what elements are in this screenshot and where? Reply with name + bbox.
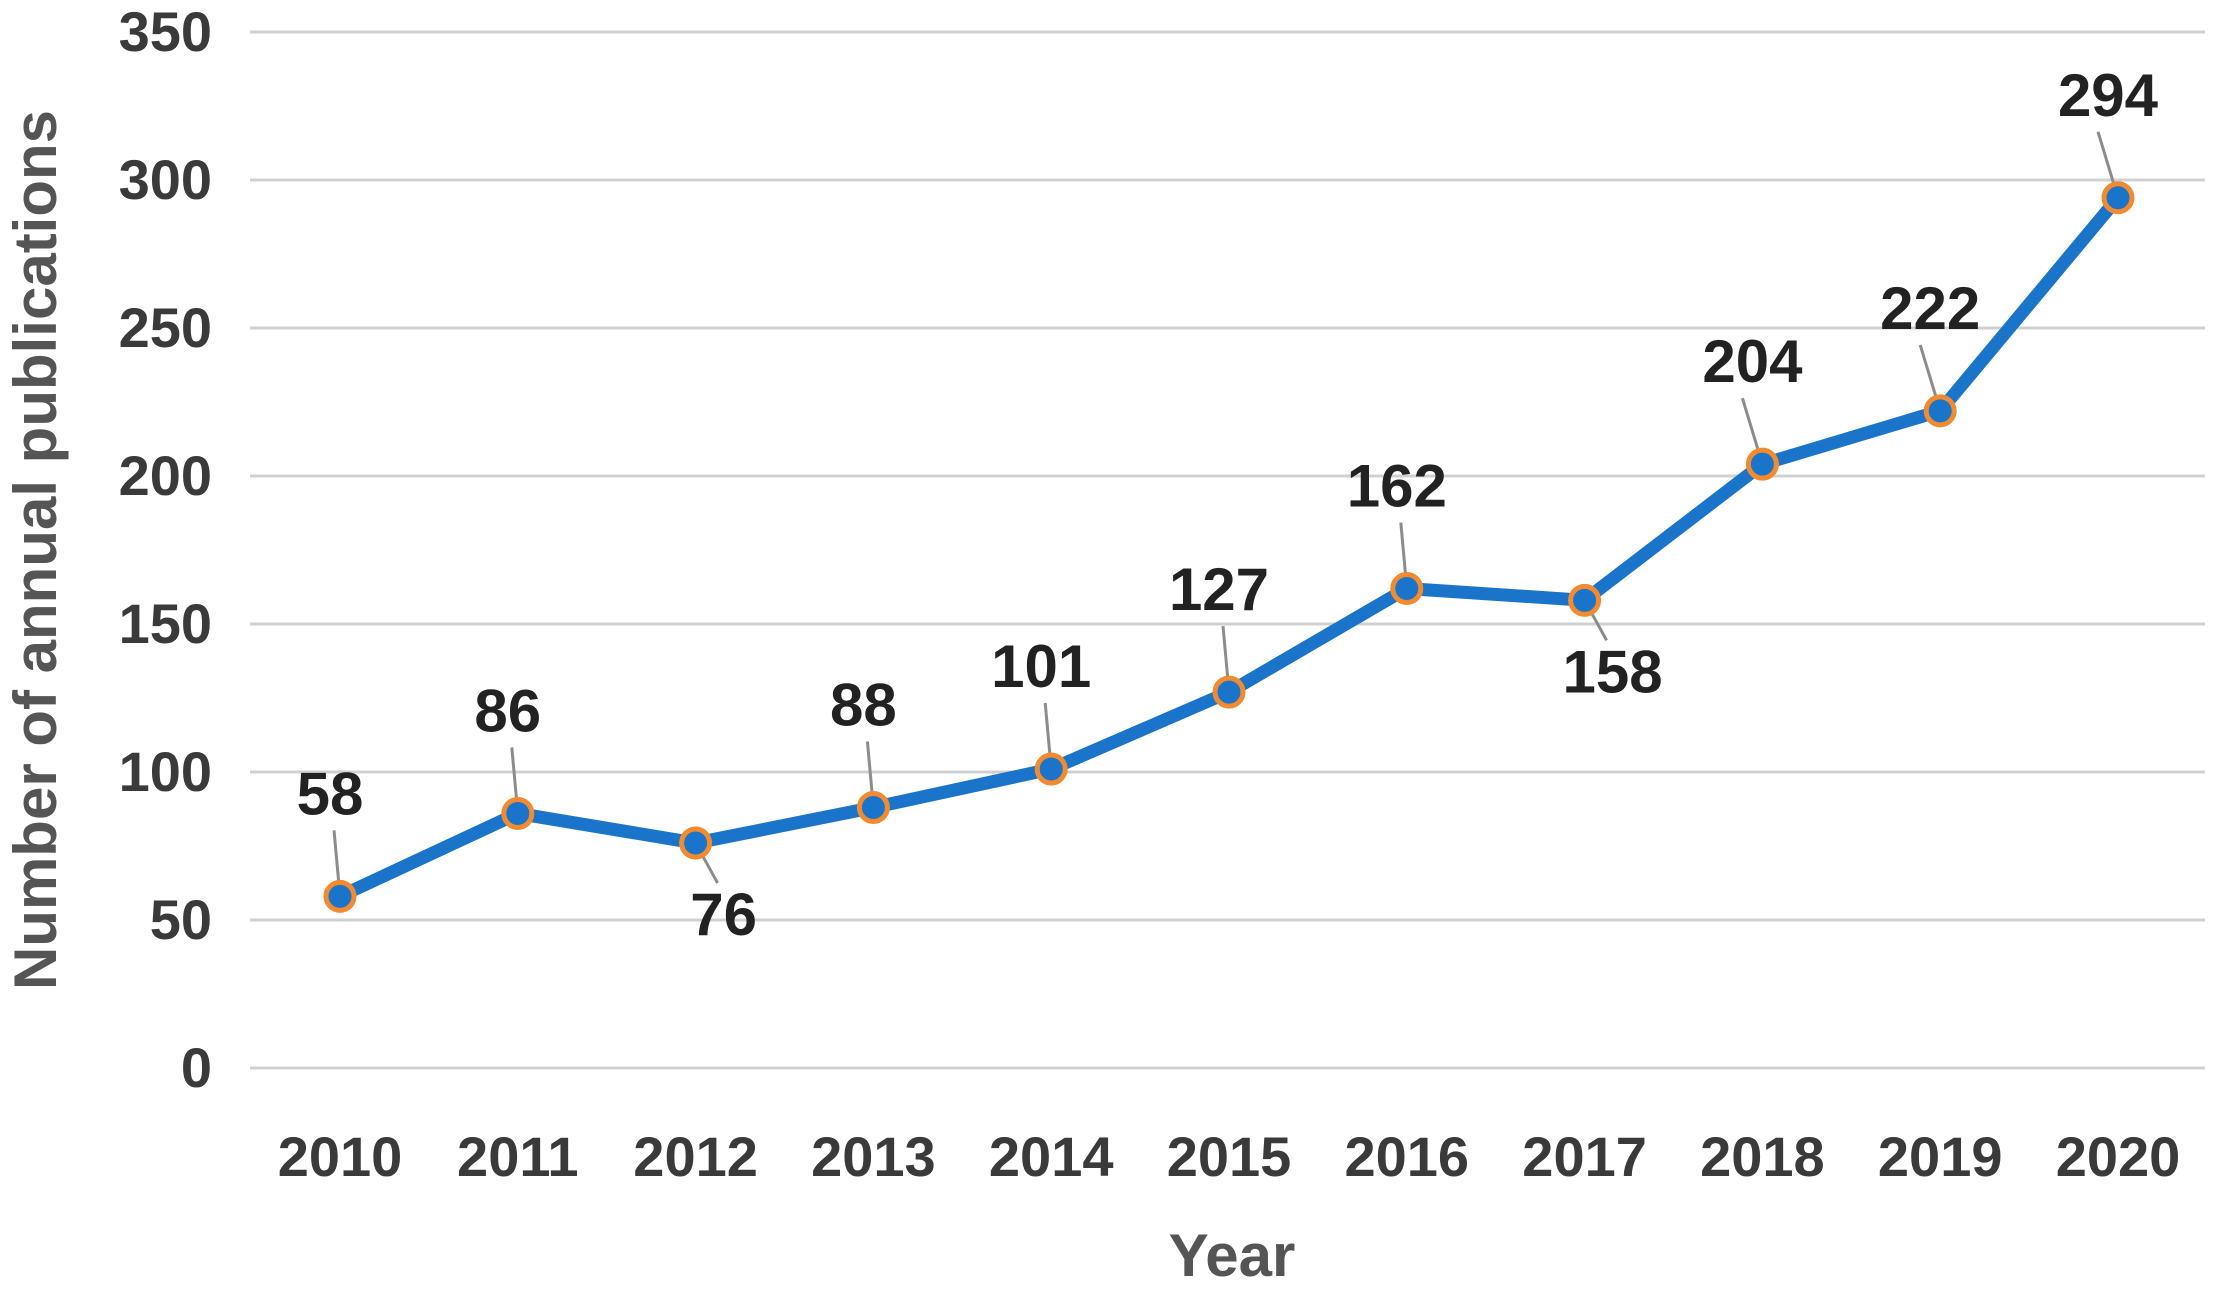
- x-tick-label: 2012: [633, 1125, 758, 1188]
- data-label: 294: [2058, 62, 2159, 129]
- y-tick-label: 100: [119, 740, 212, 803]
- x-tick-label: 2020: [2056, 1125, 2181, 1188]
- data-point: [1034, 752, 1068, 786]
- data-label: 162: [1347, 452, 1447, 519]
- data-label: 204: [1702, 328, 1803, 395]
- data-point: [1923, 394, 1957, 428]
- data-markers: [323, 181, 2135, 913]
- y-tick-labels: 0 50 100 150 200 250 300 350: [119, 0, 212, 1099]
- data-point: [679, 826, 713, 860]
- data-label: 76: [690, 881, 757, 948]
- data-label: 58: [297, 760, 364, 827]
- y-axis-title: Number of annual publications: [2, 110, 69, 990]
- y-tick-label: 200: [119, 444, 212, 507]
- data-point: [856, 791, 890, 825]
- data-point: [1568, 583, 1602, 617]
- y-tick-label: 0: [181, 1036, 212, 1099]
- y-tick-label: 150: [119, 592, 212, 655]
- y-tick-label: 250: [119, 296, 212, 359]
- x-tick-label: 2014: [989, 1125, 1114, 1188]
- data-point: [2101, 181, 2135, 215]
- series-line: [333, 191, 2125, 903]
- data-label: 158: [1563, 638, 1663, 705]
- data-label: 88: [830, 672, 897, 739]
- x-tick-label: 2017: [1522, 1125, 1647, 1188]
- x-tick-label: 2015: [1167, 1125, 1292, 1188]
- x-tick-label: 2018: [1700, 1125, 1825, 1188]
- x-tick-labels: 2010 2011 2012 2013 2014 2015 2016 2017 2018 2019…: [278, 1125, 2181, 1188]
- y-tick-label: 50: [150, 888, 212, 951]
- data-point: [1745, 447, 1779, 481]
- data-label: 101: [991, 633, 1091, 700]
- x-tick-label: 2013: [811, 1125, 936, 1188]
- data-point: [323, 879, 357, 913]
- x-tick-label: 2011: [457, 1125, 579, 1188]
- data-labels: 58 86 76 88 101 127 162 158 204 222 294: [297, 62, 2159, 948]
- data-point: [1390, 571, 1424, 605]
- data-label: 127: [1169, 556, 1269, 623]
- x-tick-label: 2010: [278, 1125, 403, 1188]
- data-label: 222: [1880, 275, 1980, 342]
- y-tick-label: 300: [119, 148, 212, 211]
- y-tick-label: 350: [119, 0, 212, 63]
- x-tick-label: 2016: [1345, 1125, 1470, 1188]
- data-label: 86: [474, 677, 541, 744]
- data-point: [501, 796, 535, 830]
- x-axis-title: Year: [1169, 1222, 1296, 1289]
- x-tick-label: 2019: [1878, 1125, 2003, 1188]
- grid-lines: [250, 30, 2205, 1070]
- data-point: [1212, 675, 1246, 709]
- data-label-leaders: [332, 131, 2120, 897]
